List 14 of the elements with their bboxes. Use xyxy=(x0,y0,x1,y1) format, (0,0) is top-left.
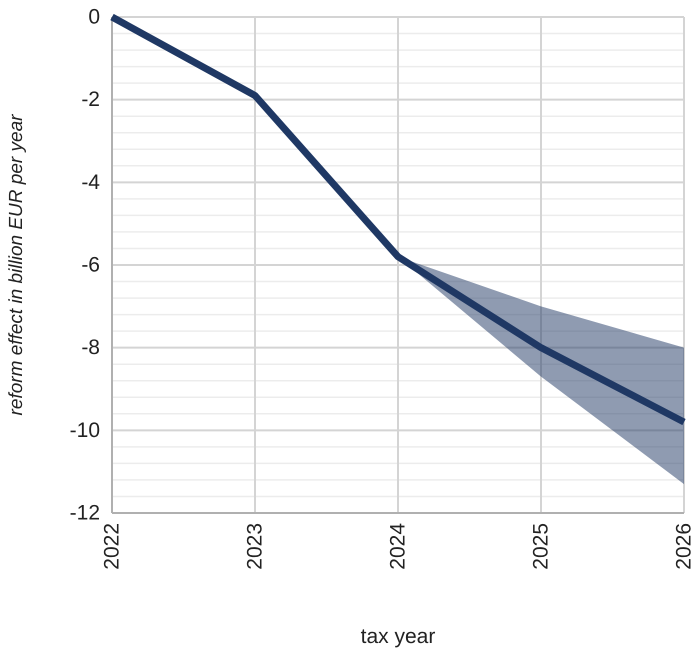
x-tick-label: 2023 xyxy=(244,523,266,570)
y-tick-label: 0 xyxy=(88,6,100,28)
x-tick-label: 2026 xyxy=(672,523,696,570)
y-tick-label: -8 xyxy=(81,336,100,360)
x-axis-title: tax year xyxy=(360,625,436,648)
y-tick-label: -12 xyxy=(70,502,100,524)
x-tick-label: 2022 xyxy=(100,523,124,570)
x-tick-label: 2025 xyxy=(530,523,552,570)
x-tick-label: 2024 xyxy=(386,522,410,570)
y-tick-label: -4 xyxy=(81,170,100,194)
y-tick-label: -6 xyxy=(81,254,100,276)
y-tick-label: -2 xyxy=(81,88,100,112)
y-tick-label: -10 xyxy=(70,418,100,442)
y-axis-title: reform effect in billion EUR per year xyxy=(6,114,27,416)
